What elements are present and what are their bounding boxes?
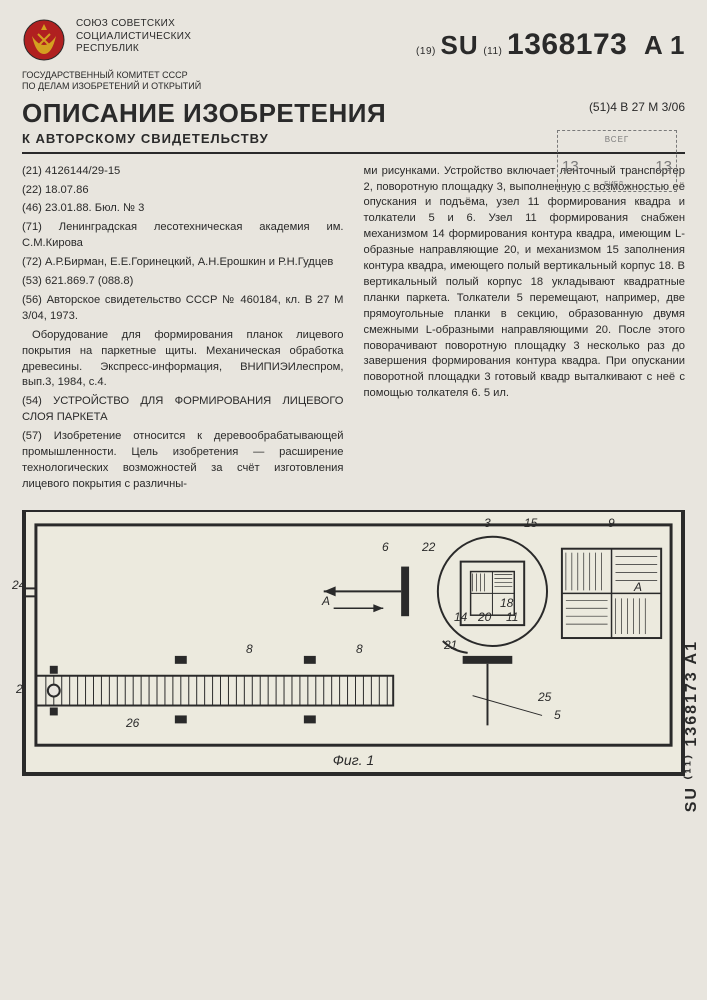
callout-8b: 8 — [356, 642, 363, 656]
callout-A-left: А — [322, 594, 330, 608]
ipc-classification: (51)4 В 27 М 3/06 — [589, 100, 685, 114]
callout-8a: 8 — [246, 642, 253, 656]
field-56: (56) Авторское свидетельство СССР № 4601… — [22, 293, 344, 325]
ussr-emblem-icon — [22, 18, 66, 62]
callout-22: 22 — [422, 540, 435, 554]
abstract-continued: ми рисунками. Устройство включает ленточ… — [364, 164, 686, 403]
library-stamp: ВСЕГ 13 13 БИБЛ… — [557, 130, 677, 192]
document-number: (19) SU (11) 1368173 A 1 — [416, 28, 685, 62]
callout-A-right: А — [634, 580, 642, 594]
left-column: (21) 4126144/29-15 (22) 18.07.86 (46) 23… — [22, 164, 344, 496]
callout-20: 20 — [478, 610, 491, 624]
union-name: СОЮЗ СОВЕТСКИХ СОЦИАЛИСТИЧЕСКИХ РЕСПУБЛИ… — [76, 18, 191, 56]
callout-3: 3 — [484, 516, 491, 530]
field-53: (53) 621.869.7 (088.8) — [22, 274, 344, 290]
committee-name: ГОСУДАРСТВЕННЫЙ КОМИТЕТ СССР ПО ДЕЛАМ ИЗ… — [22, 70, 685, 92]
callout-26: 26 — [126, 716, 139, 730]
field-22: (22) 18.07.86 — [22, 183, 344, 199]
callout-9: 9 — [608, 516, 615, 530]
callout-15: 15 — [524, 516, 537, 530]
field-71: (71) Ленинградская лесотехническая акаде… — [22, 220, 344, 252]
callout-24: 24 — [12, 578, 25, 592]
doc-title: ОПИСАНИЕ ИЗОБРЕТЕНИЯ — [22, 98, 685, 129]
callout-2: 2 — [16, 682, 23, 696]
figure-1: 24 2 26 8 8 6 22 3 15 9 14 20 11 18 21 2… — [22, 510, 685, 776]
side-doc-number: SU ⁽¹¹⁾ 1368173 A1 — [682, 640, 701, 812]
field-72: (72) А.Р.Бирман, Е.Е.Горинецкий, А.Н.Еро… — [22, 255, 344, 271]
field-57: (57) Изобретение относится к деревообраб… — [22, 429, 344, 493]
figure-caption: Фиг. 1 — [333, 752, 374, 768]
body-columns: (21) 4126144/29-15 (22) 18.07.86 (46) 23… — [22, 164, 685, 496]
callout-21: 21 — [444, 638, 457, 652]
callout-6: 6 — [382, 540, 389, 554]
callout-18: 18 — [500, 596, 513, 610]
callout-11: 11 — [506, 610, 518, 624]
callout-25: 25 — [538, 690, 551, 704]
right-column: ми рисунками. Устройство включает ленточ… — [364, 164, 686, 496]
field-46: (46) 23.01.88. Бюл. № 3 — [22, 201, 344, 217]
callout-14: 14 — [454, 610, 467, 624]
callout-5: 5 — [554, 708, 561, 722]
field-21: (21) 4126144/29-15 — [22, 164, 344, 180]
field-54: (54) УСТРОЙСТВО ДЛЯ ФОРМИРОВАНИЯ ЛИЦЕВОГ… — [22, 394, 344, 426]
reference-text: Оборудование для формирования планок лиц… — [22, 328, 344, 392]
